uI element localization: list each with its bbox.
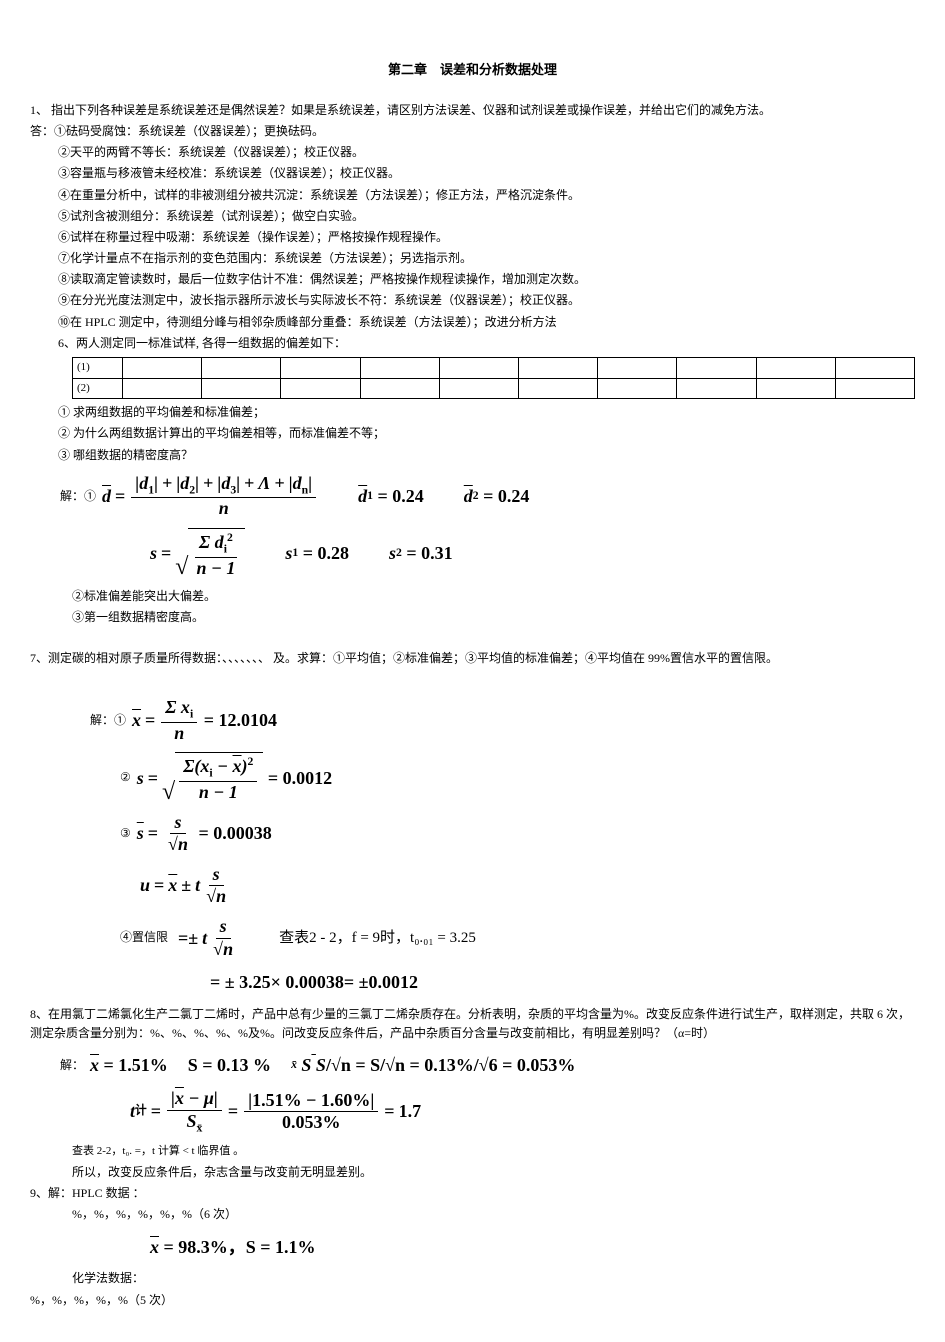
q1-item-5: ⑥试样在称量过程中吸潮：系统误差（操作误差）；严格按操作规程操作。 [30,228,915,247]
q6-note-0: ②标准偏差能突出大偏差。 [30,587,915,606]
row-label-1: (1) [73,358,123,379]
q8-conclusion: 所以，改变反应条件后，杂志含量与改变前无明显差别。 [30,1163,915,1182]
q1-item-7: ⑧读取滴定管读数时，最后一位数字估计不准：偶然误差；严格按操作规程读操作，增加测… [30,270,915,289]
s1-value: s1 = 0.28 [285,539,349,568]
q6-note-1: ③第一组数据精密度高。 [30,608,915,627]
d2-value: d2 = 0.24 [464,482,530,511]
q6-sub-1: ② 为什么两组数据计算出的平均偏差相等，而标准偏差不等； [30,424,915,443]
q1-item-2: ③容量瓶与移液管未经校准：系统误差（仪器误差）；校正仪器。 [30,164,915,183]
q7-sbar: ③s= s√n = 0.00038 [30,812,915,856]
q6-sub-0: ① 求两组数据的平均偏差和标准偏差； [30,403,915,422]
q9-chem-label: 化学法数据： [30,1269,915,1288]
q6-data-table: (1) (2) [72,357,915,399]
q1-item-3: ④在重量分析中，试样的非被测组分被共沉淀：系统误差（方法误差）；修正方法，严格沉… [30,186,915,205]
q8-line1: 解：x = 1.51% S = 0.13 % x̄ S S/√n = S/√n … [30,1051,915,1080]
q1-item-1: ②天平的两臂不等长：系统误差（仪器误差）；校正仪器。 [30,143,915,162]
q8-t: t计= |x − μ|Sx̄ = |1.51% − 1.60%|0.053% =… [30,1088,915,1135]
q1-item-6: ⑦化学计量点不在指示剂的变色范围内：系统误差（方法误差）；另选指示剂。 [30,249,915,268]
q1-item-0: ①砝码受腐蚀：系统误差（仪器误差）；更换砝码。 [54,124,324,138]
q7-s: ②s= √ Σ(xi − x)2n − 1 = 0.0012 [30,752,915,803]
q1-answer-line-0: 答：①砝码受腐蚀：系统误差（仪器误差）；更换砝码。 [30,122,915,141]
q9-data1: %，%，%，%，%，%（6 次） [30,1205,915,1224]
q8-prompt: 8、在用氯丁二烯氯化生产二氯丁二烯时，产品中总有少量的三氯丁二烯杂质存在。分析表… [30,1005,915,1043]
q7-ci-final: = ± 3.25× 0.00038= ±0.0012 [30,968,915,997]
q7-ci: ④置信限=±t s√n 查表2 - 2，f = 9时，t₀.₀₁ = 3.25 [30,916,915,960]
q7-prompt: 7、测定碳的相对原子质量所得数据：、、、、、、、 及。求算：①平均值；②标准偏差… [30,649,915,668]
q9-data2: %，%，%，%，%（5 次） [30,1291,915,1310]
q1-item-9: ⑩在 HPLC 测定中，待测组分峰与相邻杂质峰部分重叠：系统误差（方法误差）；改… [30,313,915,332]
q1-item-4: ⑤试剂含被测组分：系统误差（试剂误差）；做空白实验。 [30,207,915,226]
d1-value: d1 = 0.24 [358,482,424,511]
q9-xbar: x = 98.3%，S = 1.1% [30,1233,915,1262]
table-row: (2) [73,378,915,399]
s2-value: s2 = 0.31 [389,539,453,568]
q8-table-note: 查表 2-2，t₀. =，t 计算 < t 临界值 。 [30,1143,915,1161]
q7-u: u=x±t s√n [30,864,915,908]
chapter-title: 第二章 误差和分析数据处理 [30,60,915,81]
q6-math-row-1: 解：① d= |d1|+|d2|+|d3|+Λ+|dn| n d1 = 0.24… [30,473,915,520]
d-mean-formula: 解：① d= |d1|+|d2|+|d3|+Λ+|dn| n [60,473,318,520]
q1-item-8: ⑨在分光光度法测定中，波长指示器所示波长与实际波长不符：系统误差（仪器误差）；校… [30,291,915,310]
q1-prompt: 1、 指出下列各种误差是系统误差还是偶然误差？如果是系统误差，请区别方法误差、仪… [30,101,915,120]
q7-xbar: 解：① x= Σ xin = 12.0104 [30,697,915,744]
q9-prompt: 9、解：HPLC 数据 ： [30,1184,915,1203]
row-label-2: (2) [73,378,123,399]
answer-prefix: 答： [30,124,54,138]
q6-sub-2: ③ 哪组数据的精密度高？ [30,446,915,465]
q6-math-row-2: s= √ Σ di2n − 1 s1 = 0.28 s2 = 0.31 [30,528,915,579]
s-formula: s= √ Σ di2n − 1 [150,528,245,579]
table-row: (1) [73,358,915,379]
q6-prompt: 6、两人测定同一标准试样, 各得一组数据的偏差如下： [30,334,915,353]
